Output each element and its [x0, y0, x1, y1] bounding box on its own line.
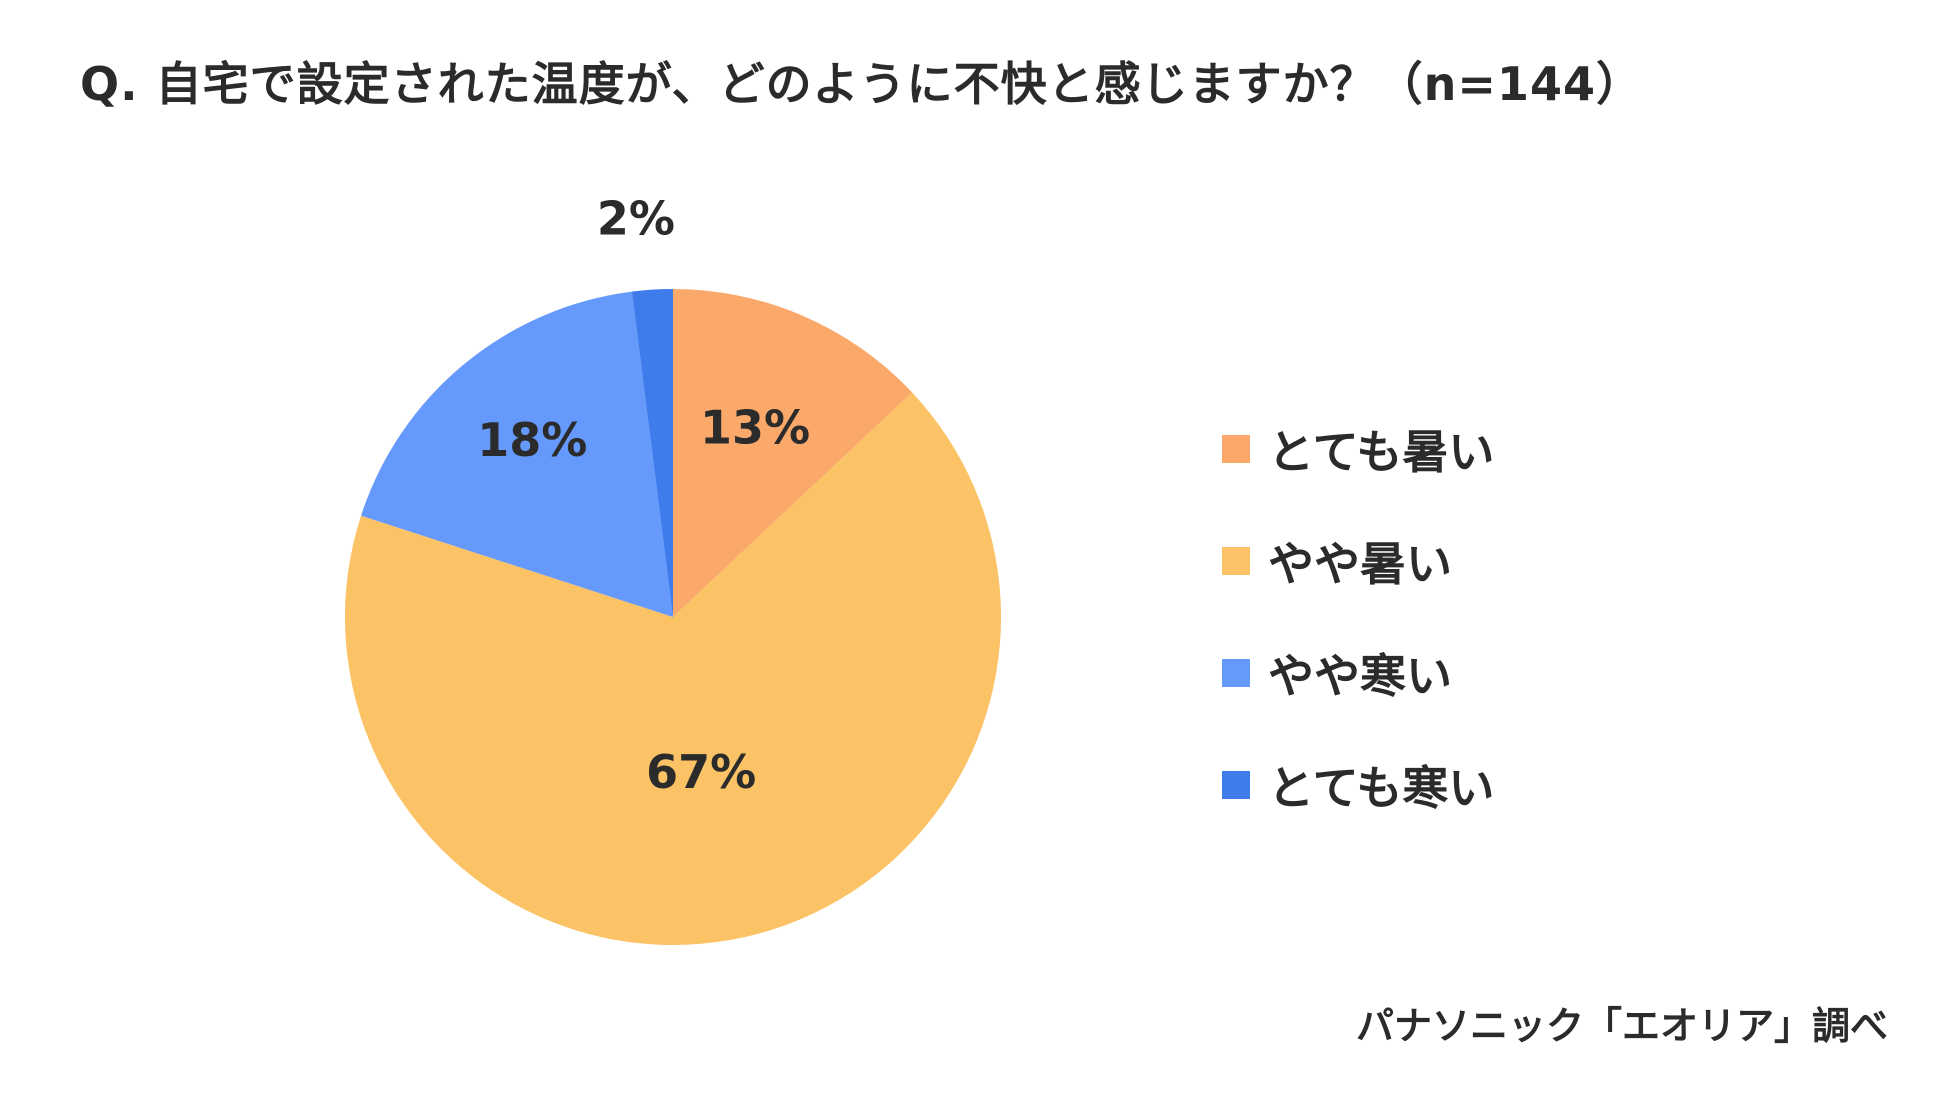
- slice-value-label: 2%: [597, 192, 675, 246]
- pie-slice-1: [673, 289, 913, 617]
- pie-labels: 13% 67% 18% 2%: [477, 192, 810, 799]
- legend: とても暑いやや暑いやや寒いとても寒い: [1222, 393, 1494, 841]
- slice-value-label: 18%: [477, 413, 587, 467]
- legend-item: とても暑い: [1222, 393, 1494, 505]
- legend-item: やや暑い: [1222, 505, 1494, 617]
- pie-slices: [344, 289, 1001, 946]
- legend-swatch: [1222, 435, 1250, 463]
- legend-item: やや寒い: [1222, 617, 1494, 729]
- chart-title: Q. 自宅で設定された温度が、どのように不快と感じますか？（n=144）: [80, 57, 1643, 111]
- pie-slice-2: [344, 392, 1001, 946]
- slice-value-label: 67%: [646, 745, 756, 799]
- legend-label: やや寒い: [1268, 649, 1452, 703]
- legend-swatch: [1222, 547, 1250, 575]
- legend-item: とても寒い: [1222, 729, 1494, 841]
- legend-label: とても寒い: [1268, 761, 1495, 815]
- legend-label: とても暑い: [1268, 425, 1495, 479]
- legend-swatch: [1222, 771, 1250, 799]
- pie-slice-4: [631, 289, 673, 617]
- source-note: パナソニック「エオリア」調べ: [1355, 1004, 1888, 1048]
- legend-swatch: [1222, 659, 1250, 687]
- slice-value-label: 13%: [700, 400, 810, 454]
- pie-slice-3: [361, 291, 673, 617]
- legend-label: やや暑い: [1268, 537, 1452, 591]
